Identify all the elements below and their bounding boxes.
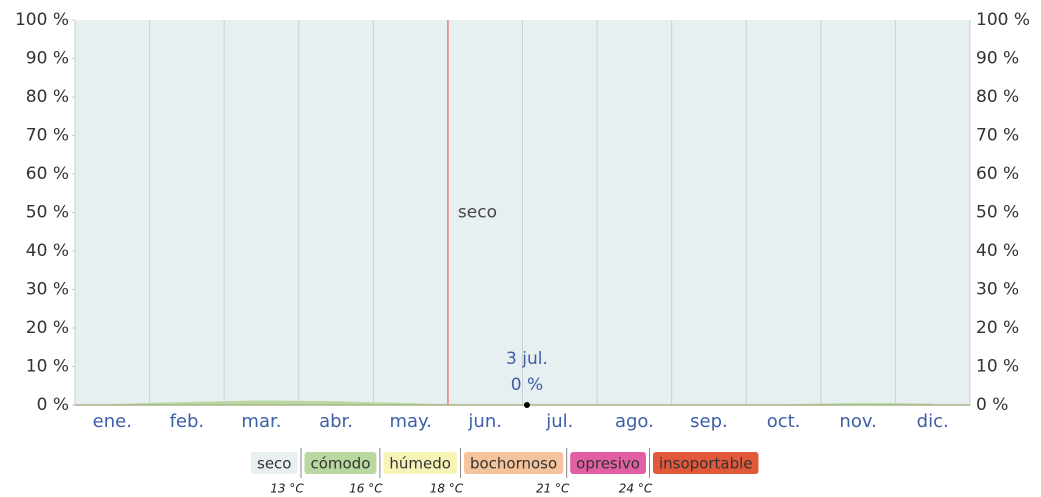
x-tick-label: nov.: [839, 411, 876, 432]
legend-label: húmedo: [389, 455, 451, 473]
legend-swatch: [251, 452, 298, 474]
legend-swatch: [383, 452, 457, 474]
y2-tick-label: 60 %: [976, 164, 1019, 184]
threshold-label: 16 °C: [349, 482, 383, 496]
legend-swatch: [570, 452, 646, 474]
x-tick-label: dic.: [917, 411, 949, 432]
x-tick-label: abr.: [319, 411, 353, 432]
marker-label: seco: [458, 203, 497, 223]
legend-label: opresivo: [576, 455, 640, 473]
x-tick-label: jul.: [545, 411, 573, 432]
legend-swatch: [652, 452, 759, 474]
x-tick-label: ene.: [93, 411, 132, 432]
y2-tick-label: 20 %: [976, 318, 1019, 338]
legend-label: seco: [257, 455, 291, 473]
x-tick-label: may.: [389, 411, 431, 432]
point-value: 0 %: [511, 375, 543, 395]
legend-label: bochornoso: [470, 455, 557, 473]
y2-tick-label: 70 %: [976, 126, 1019, 146]
y-tick-label: 60 %: [26, 164, 69, 184]
point-date: 3 jul.: [506, 349, 548, 369]
y-tick-label: 40 %: [26, 241, 69, 261]
threshold-label: 21 °C: [536, 482, 570, 496]
threshold-label: 24 °C: [619, 482, 653, 496]
y2-tick-label: 80 %: [976, 87, 1019, 107]
y2-tick-label: 40 %: [976, 241, 1019, 261]
x-tick-label: ago.: [615, 411, 654, 432]
legend-label: insoportable: [659, 455, 753, 473]
y2-tick-label: 50 %: [976, 203, 1019, 223]
threshold-label: 13 °C: [270, 482, 304, 496]
legend-swatch: [304, 452, 377, 474]
y-tick-label: 90 %: [26, 49, 69, 69]
x-tick-label: oct.: [767, 411, 801, 432]
y-tick-label: 70 %: [26, 126, 69, 146]
x-tick-label: jun.: [467, 411, 502, 432]
y-tick-label: 80 %: [26, 87, 69, 107]
y-tick-label: 10 %: [26, 357, 69, 377]
x-tick-label: feb.: [170, 411, 205, 432]
y2-tick-label: 10 %: [976, 357, 1019, 377]
area-1: [112, 400, 933, 405]
y-tick-label: 20 %: [26, 318, 69, 338]
y-tick-label: 100 %: [15, 10, 69, 30]
y-tick-label: 30 %: [26, 280, 69, 300]
y-tick-label: 50 %: [26, 203, 69, 223]
point: [523, 402, 530, 408]
legend-swatch: [463, 452, 564, 474]
y2-tick-label: 90 %: [976, 49, 1019, 69]
y2-tick-label: 0 %: [976, 395, 1008, 415]
legend-label: cómodo: [310, 455, 370, 473]
x-tick-label: sep.: [690, 411, 728, 432]
threshold-label: 18 °C: [430, 482, 464, 496]
y2-tick-label: 30 %: [976, 280, 1019, 300]
y2-tick-label: 100 %: [976, 10, 1030, 30]
x-tick-label: mar.: [241, 411, 281, 432]
y-tick-label: 0 %: [37, 395, 69, 415]
